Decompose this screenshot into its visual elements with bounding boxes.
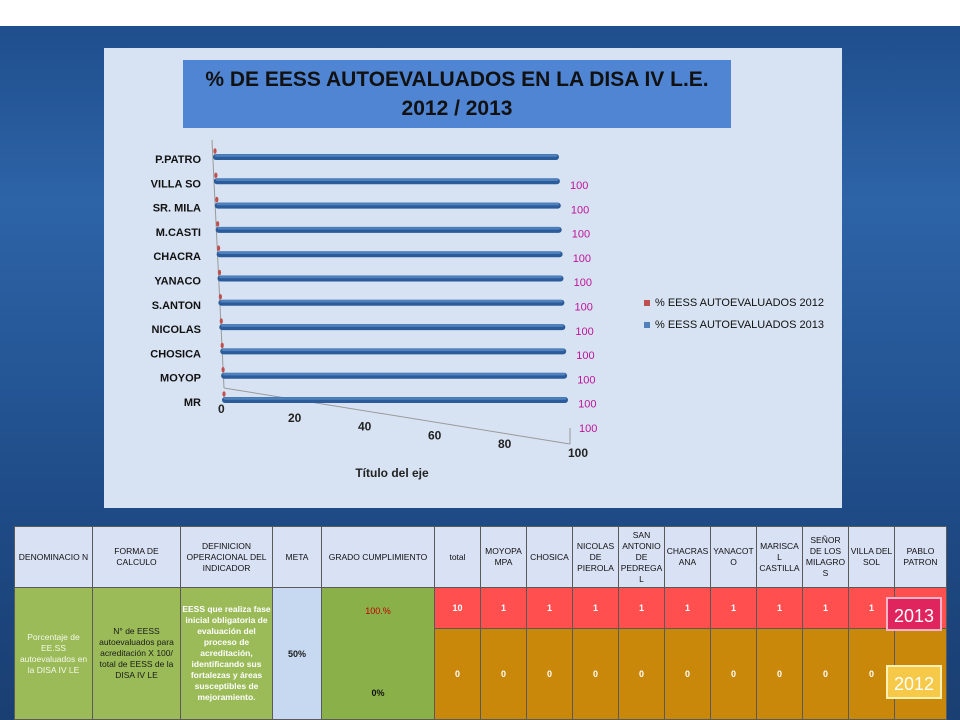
category-label: YANACO bbox=[154, 276, 201, 288]
meta-cell: 50% bbox=[272, 587, 322, 720]
header-cell: CHACRAS ANA bbox=[664, 526, 711, 588]
table-cell: 0 bbox=[664, 628, 711, 720]
category-label: SR. MILA bbox=[153, 203, 201, 215]
header-cell: GRADO CUMPLIMIENTO bbox=[321, 526, 435, 588]
legend-swatch-2012 bbox=[644, 300, 650, 306]
header-cell: MARISCA L CASTILLA bbox=[756, 526, 803, 588]
bar-2012 bbox=[213, 148, 217, 154]
legend-item-2012: % EESS AUTOEVALUADOS 2012 bbox=[644, 292, 824, 314]
table-cell: 1 bbox=[756, 587, 803, 629]
table-cell: 1 bbox=[572, 587, 619, 629]
table-cell: 1 bbox=[480, 587, 527, 629]
header-cell: SAN ANTONIO DE PEDREGA L bbox=[618, 526, 665, 588]
header-cell: FORMA DE CALCULO bbox=[92, 526, 181, 588]
table-row-2012: 0 0 0 0 0 0 0 0 0 0 bbox=[15, 628, 947, 720]
bar-2012 bbox=[216, 221, 220, 227]
data-label: 100 bbox=[573, 253, 591, 265]
category-label: CHOSICA bbox=[150, 348, 201, 360]
x-axis-title: Título del eje bbox=[355, 466, 429, 480]
data-label: 100 bbox=[571, 204, 589, 216]
category-label: P.PATRO bbox=[155, 154, 201, 166]
year-badge-2013: 2013 bbox=[886, 597, 942, 631]
table-cell: 0 bbox=[710, 628, 757, 720]
header-cell: VILLA DEL SOL bbox=[848, 526, 895, 588]
bar-2012 bbox=[219, 318, 223, 324]
header-cell: CHOSICA bbox=[526, 526, 573, 588]
indicator-table: DENOMINACIO N FORMA DE CALCULO DEFINICIO… bbox=[14, 526, 947, 720]
bar-2012 bbox=[214, 172, 218, 179]
table-row-2013: Porcentaje de EE.SS autoevaluados en la … bbox=[14, 587, 947, 720]
axis-floor-line bbox=[223, 387, 571, 445]
category-label: MR bbox=[184, 397, 201, 409]
header-cell: total bbox=[434, 526, 481, 588]
bar-2012 bbox=[217, 269, 222, 276]
data-label: 100 bbox=[575, 302, 593, 314]
table-cell: 1 bbox=[802, 587, 849, 629]
header-cell: META bbox=[272, 526, 322, 588]
category-label: NICOLAS bbox=[152, 324, 202, 336]
bar-chart: 0 20 40 60 80 100 Título del eje P.PATRO 100 VILL… bbox=[150, 139, 597, 480]
legend-item-2013: % EESS AUTOEVALUADOS 2013 bbox=[644, 314, 824, 336]
bar-2012 bbox=[220, 342, 224, 349]
table-cell: 0 bbox=[756, 628, 803, 720]
data-label: 100 bbox=[578, 399, 596, 411]
x-tick-label: 100 bbox=[568, 446, 588, 460]
header-cell: DEFINICION OPERACIONAL DEL INDICADOR bbox=[180, 526, 273, 588]
grado-2012: 0% bbox=[371, 687, 385, 698]
bar-2012 bbox=[222, 391, 226, 397]
x-tick-label: 20 bbox=[288, 411, 302, 425]
legend-swatch-2013 bbox=[644, 322, 650, 328]
data-label: 100 bbox=[574, 277, 592, 289]
category-label: VILLA SO bbox=[151, 178, 202, 190]
table-cell: 0 bbox=[572, 628, 619, 720]
x-tick-label: 40 bbox=[358, 420, 372, 434]
legend-label-2012: % EESS AUTOEVALUADOS 2012 bbox=[655, 297, 824, 309]
data-label: 100 bbox=[577, 374, 595, 386]
header-cell: NICOLAS DE PIEROLA bbox=[572, 526, 619, 588]
bar-2012 bbox=[217, 245, 221, 251]
table-cell: 1 bbox=[710, 587, 757, 629]
table-cell: 0 bbox=[618, 628, 665, 720]
grado-cumplimiento-cell: 100.% 0% bbox=[321, 587, 435, 720]
table-cell: 0 bbox=[526, 628, 573, 720]
chart-title: % DE EESS AUTOEVALUADOS EN LA DISA IV L.… bbox=[183, 60, 731, 128]
category-label: CHACRA bbox=[153, 251, 201, 263]
chart-legend: % EESS AUTOEVALUADOS 2012 % EESS AUTOEVA… bbox=[644, 292, 824, 336]
table-cell: 10 bbox=[434, 587, 481, 629]
category-label: M.CASTI bbox=[156, 227, 201, 239]
denominacion-cell: Porcentaje de EE.SS autoevaluados en la … bbox=[14, 587, 93, 720]
data-label: 100 bbox=[572, 229, 590, 241]
category-label: MOYOP bbox=[160, 373, 201, 385]
header-cell: SEÑOR DE LOS MILAGRO S bbox=[802, 526, 849, 588]
bar-2012 bbox=[215, 196, 219, 203]
data-label: 100 bbox=[579, 423, 597, 435]
x-tick-label: 80 bbox=[498, 437, 512, 451]
bar-2012 bbox=[221, 366, 225, 373]
table-header-row: DENOMINACIO N FORMA DE CALCULO DEFINICIO… bbox=[14, 526, 947, 588]
x-tick-label: 0 bbox=[218, 402, 225, 416]
forma-calculo-cell: N° de EESS autoevaluados para acreditaci… bbox=[92, 587, 181, 720]
table-cell: 0 bbox=[802, 628, 849, 720]
table-cell: 1 bbox=[618, 587, 665, 629]
header-cell: YANACOT O bbox=[710, 526, 757, 588]
bar-2012 bbox=[218, 294, 222, 300]
data-label: 100 bbox=[575, 326, 593, 338]
year-badge-2012: 2012 bbox=[886, 665, 942, 699]
grado-2013: 100.% bbox=[365, 605, 391, 616]
table-cell: 0 bbox=[480, 628, 527, 720]
definicion-cell: EESS que realiza fase inicial obligatori… bbox=[180, 587, 273, 720]
data-label: 100 bbox=[576, 350, 594, 362]
legend-label-2013: % EESS AUTOEVALUADOS 2013 bbox=[655, 319, 824, 331]
table-cell: 1 bbox=[664, 587, 711, 629]
category-label: S.ANTON bbox=[152, 300, 201, 312]
table-cell: 0 bbox=[434, 628, 481, 720]
header-cell: MOYOPA MPA bbox=[480, 526, 527, 588]
header-cell: PABLO PATRON bbox=[894, 526, 947, 588]
x-tick-label: 60 bbox=[428, 428, 442, 442]
header-cell: DENOMINACIO N bbox=[14, 526, 93, 588]
table-cell: 1 bbox=[526, 587, 573, 629]
data-label: 100 bbox=[570, 180, 588, 192]
